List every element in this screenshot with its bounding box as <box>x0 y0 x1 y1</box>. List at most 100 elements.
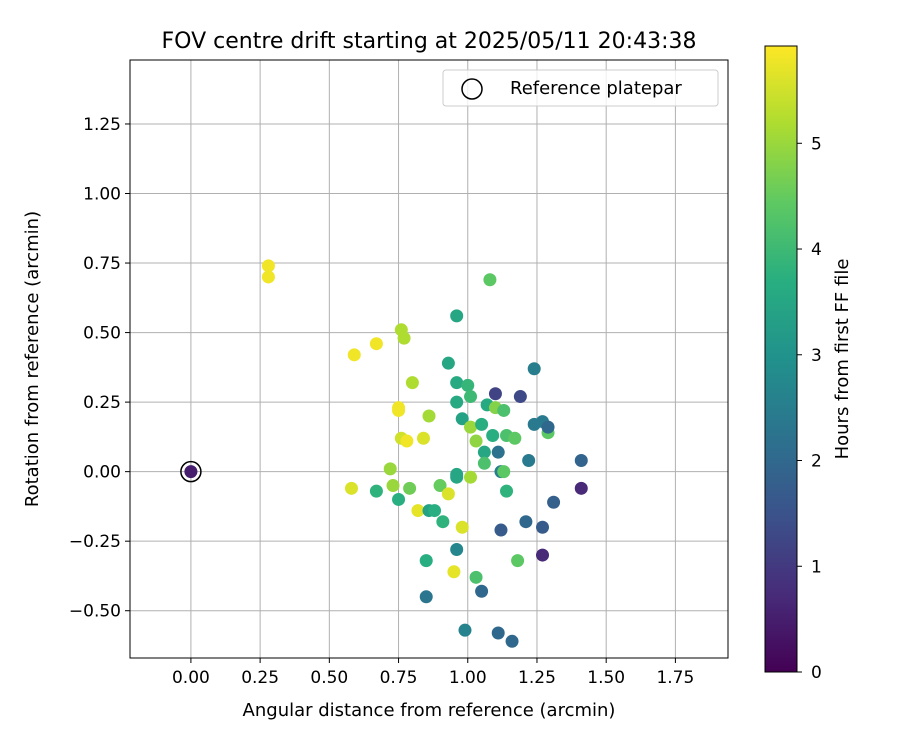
scatter-point <box>475 417 489 431</box>
scatter-point <box>461 378 475 392</box>
scatter-point <box>450 395 464 409</box>
x-tick-label: 1.25 <box>518 668 556 688</box>
x-axis-ticks: 0.00 0.25 0.50 0.75 1.00 1.25 1.50 1.75 <box>172 658 694 688</box>
scatter-point <box>464 390 478 404</box>
colorbar-tick-label: 0 <box>811 663 822 683</box>
y-tick-label: −0.25 <box>69 532 121 552</box>
scatter-point <box>483 273 497 287</box>
scatter-point <box>184 465 198 479</box>
scatter-point <box>469 570 483 584</box>
scatter-point <box>455 412 469 426</box>
scatter-point <box>464 420 478 434</box>
scatter-point <box>405 376 419 390</box>
scatter-point <box>386 479 400 493</box>
scatter-point <box>475 584 489 598</box>
scatter-point <box>419 590 433 604</box>
colorbar-tick-label: 3 <box>811 346 822 366</box>
legend-entry-reference: Reference platepar <box>510 78 682 99</box>
x-tick-label: 0.00 <box>172 668 210 688</box>
colorbar-tick-label: 5 <box>811 134 822 154</box>
scatter-point <box>450 309 464 323</box>
scatter-point <box>436 515 450 529</box>
x-tick-label: 0.25 <box>241 668 279 688</box>
scatter-point <box>411 504 425 518</box>
scatter-point <box>422 409 436 423</box>
scatter-point <box>450 376 464 390</box>
scatter-point <box>433 479 447 493</box>
scatter-point <box>416 431 430 445</box>
x-tick-label: 0.75 <box>380 668 418 688</box>
scatter-point <box>574 454 588 468</box>
scatter-point <box>419 554 433 568</box>
scatter-point <box>428 504 442 518</box>
scatter-point <box>369 484 383 498</box>
scatter-point <box>497 403 511 417</box>
scatter-point <box>519 515 533 529</box>
grid-lines <box>130 60 728 658</box>
x-axis-label: Angular distance from reference (arcmin) <box>243 700 616 721</box>
x-tick-label: 1.00 <box>449 668 487 688</box>
scatter-point <box>450 467 464 481</box>
legend: Reference platepar <box>442 69 719 107</box>
scatter-point <box>383 462 397 476</box>
scatter-point <box>403 481 417 495</box>
scatter-point <box>547 495 561 509</box>
scatter-points <box>180 259 588 648</box>
scatter-point <box>447 565 461 579</box>
scatter-point <box>508 431 522 445</box>
scatter-point <box>491 445 505 459</box>
scatter-point <box>536 520 550 534</box>
scatter-point <box>486 428 500 442</box>
colorbar-tick-label: 1 <box>811 557 822 577</box>
colorbar-label: Hours from first FF file <box>832 259 853 460</box>
scatter-point <box>488 387 502 401</box>
scatter-point <box>400 434 414 448</box>
scatter-point <box>392 492 406 506</box>
x-tick-label: 0.50 <box>310 668 348 688</box>
scatter-point <box>347 348 361 362</box>
x-tick-label: 1.75 <box>656 668 694 688</box>
scatter-point <box>344 481 358 495</box>
scatter-point <box>369 337 383 351</box>
scatter-point <box>505 634 519 648</box>
scatter-point <box>541 420 555 434</box>
plot-area-frame <box>129 59 729 659</box>
scatter-point <box>477 445 491 459</box>
colorbar: 0 1 2 3 4 5 Hours from first FF file <box>764 45 853 683</box>
scatter-point <box>527 362 541 376</box>
colorbar-gradient <box>764 45 798 673</box>
scatter-point <box>441 487 455 501</box>
y-tick-label: 0.25 <box>83 393 121 413</box>
scatter-point <box>397 331 411 345</box>
scatter-point <box>458 623 472 637</box>
scatter-point <box>494 523 508 537</box>
scatter-point <box>469 434 483 448</box>
y-axis-ticks: −0.50 −0.25 0.00 0.25 0.50 0.75 1.00 1.25 <box>69 115 130 622</box>
x-tick-label: 1.50 <box>587 668 625 688</box>
y-tick-label: 1.00 <box>83 185 121 205</box>
legend-marker-reference-icon <box>461 78 483 100</box>
scatter-point <box>477 456 491 470</box>
colorbar-ticks: 0 1 2 3 4 5 <box>797 134 822 683</box>
colorbar-tick-label: 2 <box>811 452 822 472</box>
scatter-point <box>511 554 525 568</box>
scatter-point <box>392 403 406 417</box>
legend-box <box>442 69 719 107</box>
scatter-point <box>497 465 511 479</box>
scatter-point <box>450 543 464 557</box>
scatter-point <box>574 481 588 495</box>
reference-platepar-marker <box>180 460 202 483</box>
scatter-point <box>261 259 275 273</box>
scatter-point <box>500 484 514 498</box>
y-tick-label: 1.25 <box>83 115 121 135</box>
scatter-point <box>261 270 275 284</box>
scatter-point <box>522 454 536 468</box>
colorbar-tick-label: 4 <box>811 240 822 260</box>
chart-title: FOV centre drift starting at 2025/05/11 … <box>162 29 697 54</box>
scatter-point <box>536 548 550 562</box>
scatter-point <box>464 470 478 484</box>
scatter-point <box>441 356 455 370</box>
scatter-point <box>513 390 527 404</box>
scatter-point <box>455 520 469 534</box>
